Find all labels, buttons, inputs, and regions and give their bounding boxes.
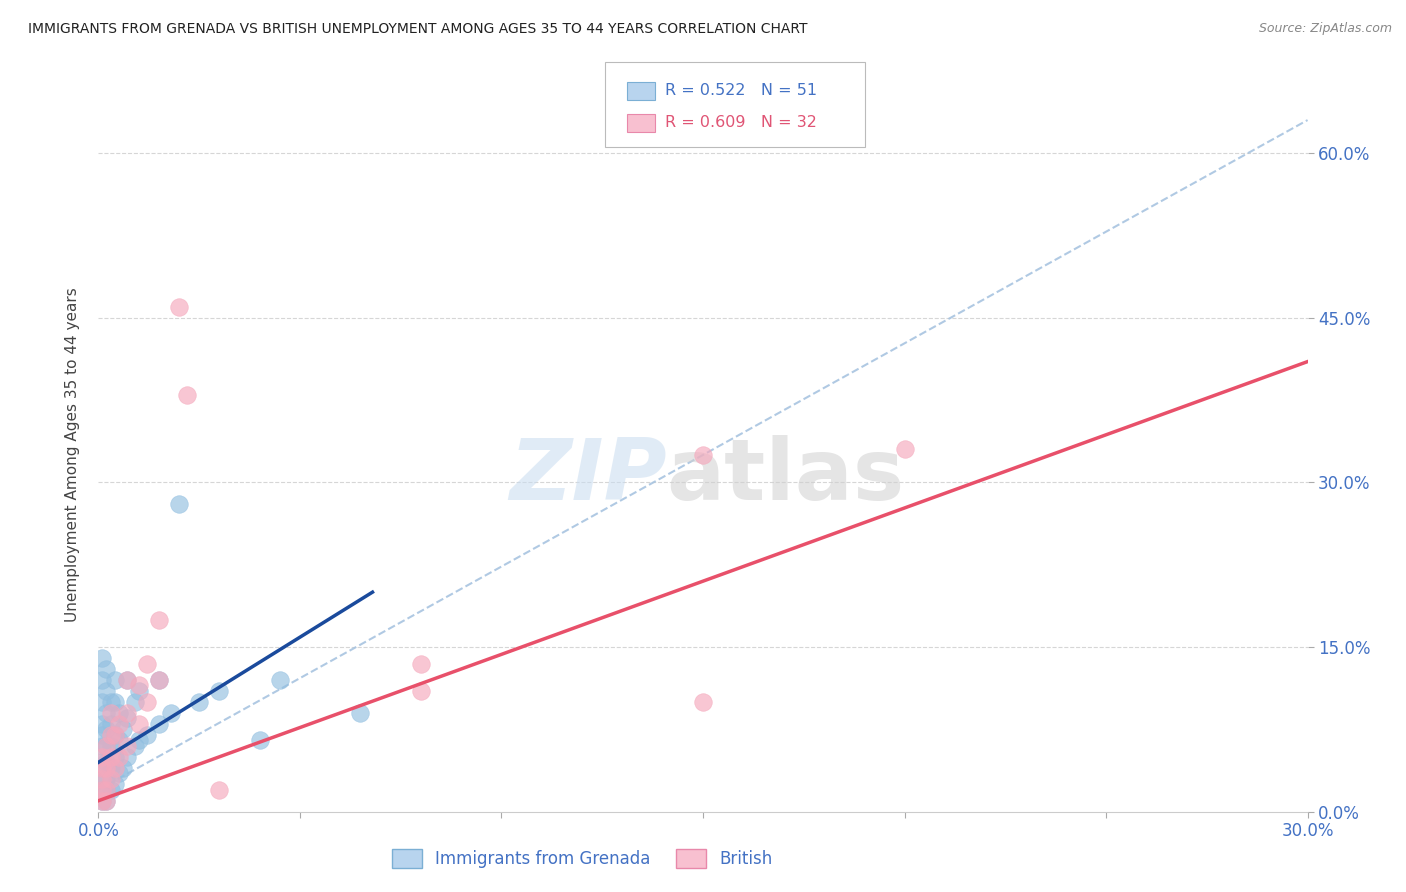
Point bbox=[409, 684, 432, 698]
Point bbox=[107, 717, 129, 731]
Point bbox=[103, 761, 125, 775]
Point bbox=[148, 717, 170, 731]
Point bbox=[96, 739, 118, 753]
Point bbox=[107, 706, 129, 720]
Point bbox=[91, 756, 114, 770]
Point bbox=[96, 794, 118, 808]
Point bbox=[692, 695, 714, 709]
Point bbox=[128, 678, 150, 692]
Point bbox=[124, 739, 146, 753]
Point bbox=[115, 673, 138, 687]
Point bbox=[103, 777, 125, 791]
Point bbox=[167, 300, 190, 314]
Point bbox=[100, 706, 122, 720]
Point bbox=[167, 497, 190, 511]
Point bbox=[96, 782, 118, 797]
Point bbox=[103, 749, 125, 764]
Point bbox=[100, 772, 122, 786]
Point bbox=[269, 673, 291, 687]
Point bbox=[135, 695, 157, 709]
Point bbox=[91, 749, 114, 764]
Point bbox=[91, 782, 114, 797]
Point bbox=[115, 711, 138, 725]
Point bbox=[91, 651, 114, 665]
Point bbox=[100, 739, 122, 753]
Text: R = 0.609   N = 32: R = 0.609 N = 32 bbox=[665, 115, 817, 129]
Text: Source: ZipAtlas.com: Source: ZipAtlas.com bbox=[1258, 22, 1392, 36]
Text: atlas: atlas bbox=[666, 434, 905, 518]
Point bbox=[96, 706, 118, 720]
Point bbox=[111, 761, 134, 775]
Text: R = 0.522   N = 51: R = 0.522 N = 51 bbox=[665, 83, 817, 98]
Point bbox=[107, 749, 129, 764]
Point bbox=[107, 733, 129, 747]
Point bbox=[692, 448, 714, 462]
Text: ZIP: ZIP bbox=[509, 434, 666, 518]
Y-axis label: Unemployment Among Ages 35 to 44 years: Unemployment Among Ages 35 to 44 years bbox=[65, 287, 80, 623]
Point bbox=[349, 706, 371, 720]
Point bbox=[103, 728, 125, 742]
Point bbox=[100, 749, 122, 764]
Point bbox=[91, 794, 114, 808]
Point bbox=[111, 723, 134, 737]
Point bbox=[208, 684, 231, 698]
Point bbox=[160, 706, 183, 720]
Point bbox=[91, 761, 114, 775]
Point bbox=[115, 673, 138, 687]
Point bbox=[100, 761, 122, 775]
Point bbox=[115, 706, 138, 720]
Point bbox=[148, 673, 170, 687]
Point bbox=[148, 613, 170, 627]
Point bbox=[96, 723, 118, 737]
Point bbox=[135, 657, 157, 671]
Point bbox=[249, 733, 271, 747]
Point bbox=[409, 657, 432, 671]
Point bbox=[91, 739, 114, 753]
Point bbox=[96, 662, 118, 676]
Point bbox=[96, 739, 118, 753]
Point bbox=[893, 442, 915, 457]
Point bbox=[188, 695, 211, 709]
Point bbox=[96, 794, 118, 808]
Point bbox=[128, 733, 150, 747]
Point bbox=[176, 387, 198, 401]
Point bbox=[128, 684, 150, 698]
Point bbox=[100, 782, 122, 797]
Point bbox=[103, 695, 125, 709]
Point bbox=[115, 739, 138, 753]
Point bbox=[103, 728, 125, 742]
Text: IMMIGRANTS FROM GRENADA VS BRITISH UNEMPLOYMENT AMONG AGES 35 TO 44 YEARS CORREL: IMMIGRANTS FROM GRENADA VS BRITISH UNEMP… bbox=[28, 22, 807, 37]
Point bbox=[91, 673, 114, 687]
Point bbox=[91, 772, 114, 786]
Point bbox=[91, 794, 114, 808]
Point bbox=[115, 749, 138, 764]
Point bbox=[91, 728, 114, 742]
Point bbox=[128, 717, 150, 731]
Point bbox=[107, 766, 129, 780]
Legend: Immigrants from Grenada, British: Immigrants from Grenada, British bbox=[385, 842, 779, 875]
Point bbox=[135, 728, 157, 742]
Point bbox=[91, 717, 114, 731]
Point bbox=[96, 684, 118, 698]
Point bbox=[96, 772, 118, 786]
Point bbox=[91, 782, 114, 797]
Point bbox=[124, 695, 146, 709]
Point bbox=[96, 782, 118, 797]
Point bbox=[208, 782, 231, 797]
Point bbox=[96, 756, 118, 770]
Point bbox=[100, 695, 122, 709]
Point bbox=[96, 761, 118, 775]
Point bbox=[148, 673, 170, 687]
Point bbox=[100, 717, 122, 731]
Point bbox=[100, 728, 122, 742]
Point bbox=[103, 673, 125, 687]
Point bbox=[91, 695, 114, 709]
Point bbox=[91, 772, 114, 786]
